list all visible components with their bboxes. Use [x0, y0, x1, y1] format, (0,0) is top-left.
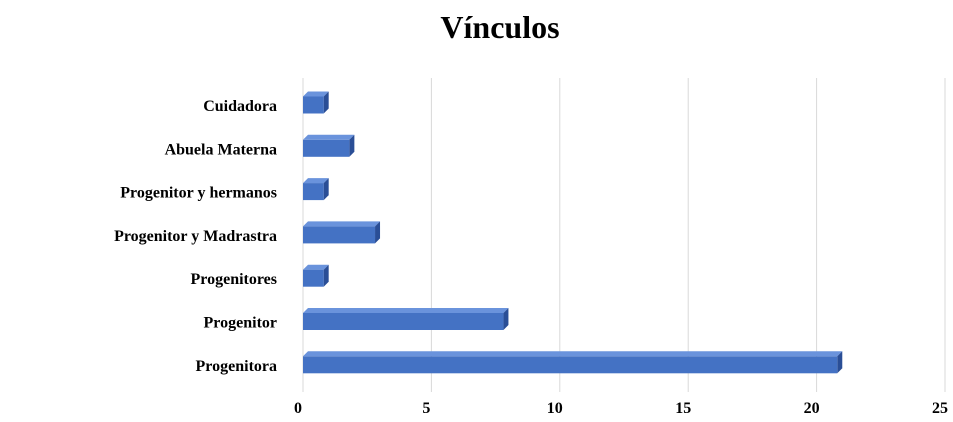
bar	[303, 351, 843, 374]
x-tick-label: 5	[422, 400, 430, 417]
x-tick-label: 25	[932, 400, 948, 417]
category-label: Progenitor	[204, 315, 277, 332]
category-labels: Cuidadora Abuela Materna Progenitor y herm…	[114, 98, 277, 375]
bar-side	[323, 178, 329, 201]
bar-side	[323, 91, 329, 114]
bar-side	[323, 264, 329, 287]
bar	[303, 134, 355, 157]
bar-top	[303, 134, 355, 140]
category-label: Progenitores	[191, 271, 278, 288]
bar-front	[303, 313, 504, 330]
bar-front	[303, 269, 324, 287]
bar-front	[303, 139, 350, 157]
bar-front	[303, 96, 324, 114]
bar-front	[303, 356, 838, 374]
bars	[303, 91, 843, 374]
bar-top	[303, 264, 329, 270]
bar-top	[303, 308, 509, 313]
x-tick-label: 0	[294, 400, 302, 417]
bar-top	[303, 351, 843, 357]
bar-side	[503, 308, 509, 330]
bar-front	[303, 226, 376, 244]
bar-top	[303, 91, 329, 97]
bar-side	[375, 221, 381, 244]
bar-front	[303, 183, 324, 201]
category-label: Progenitor y Madrastra	[114, 228, 277, 245]
bar-top	[303, 178, 329, 184]
x-tick-label: 10	[547, 400, 563, 417]
gridlines	[302, 78, 946, 392]
x-tick-label: 20	[804, 400, 820, 417]
bar-side	[349, 134, 355, 157]
bar-top	[303, 221, 381, 227]
bar-side	[837, 351, 843, 374]
x-tick-label: 15	[675, 400, 691, 417]
bar	[303, 91, 329, 114]
bar	[303, 221, 381, 244]
x-tick-labels: 0 5 10 15 20 25	[294, 400, 948, 417]
category-label: Cuidadora	[203, 98, 277, 115]
category-label: Progenitor y hermanos	[120, 185, 277, 202]
category-label: Progenitora	[196, 358, 277, 375]
chart-title: Vínculos	[440, 9, 559, 45]
bar	[303, 264, 329, 287]
bar	[303, 178, 329, 201]
bar	[303, 308, 509, 330]
category-label: Abuela Materna	[165, 141, 277, 158]
